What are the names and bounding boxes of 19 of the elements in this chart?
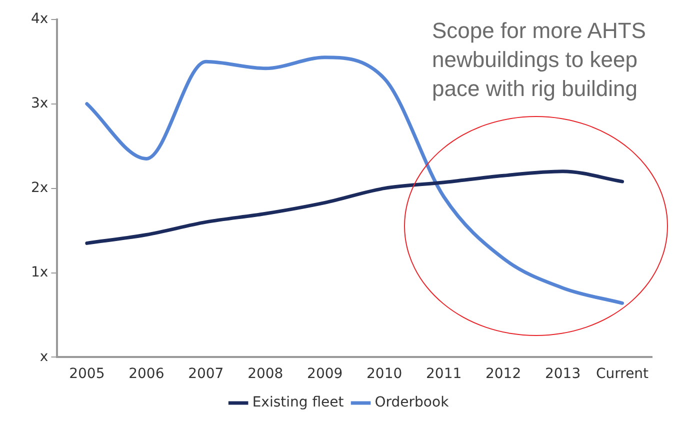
x-tick-label: 2007	[188, 366, 224, 382]
y-tick-label: 1x	[30, 264, 48, 280]
legend-label: Orderbook	[374, 394, 450, 411]
x-tick-label: 2009	[307, 366, 343, 382]
x-tick-label: 2006	[128, 366, 164, 382]
x-tick-label: 2008	[248, 366, 284, 382]
legend-label: Existing fleet	[252, 394, 344, 411]
x-tick-label: 2013	[544, 366, 581, 382]
y-tick-label: x	[40, 348, 48, 365]
x-tick-label: 2005	[69, 366, 105, 382]
line-series	[85, 170, 624, 245]
y-tick-label: 3x	[30, 95, 48, 112]
x-tick-label: 2010	[366, 366, 402, 382]
y-tick-label: 4x	[30, 11, 48, 28]
x-tick-label: 2012	[485, 366, 522, 382]
x-tick-label: 2011	[426, 366, 462, 382]
annotation: Scope for more AHTS newbuildings to keep pace with rig building	[432, 17, 647, 103]
x-tick-label: Current	[596, 366, 650, 382]
y-tick-label: 2x	[30, 180, 48, 196]
